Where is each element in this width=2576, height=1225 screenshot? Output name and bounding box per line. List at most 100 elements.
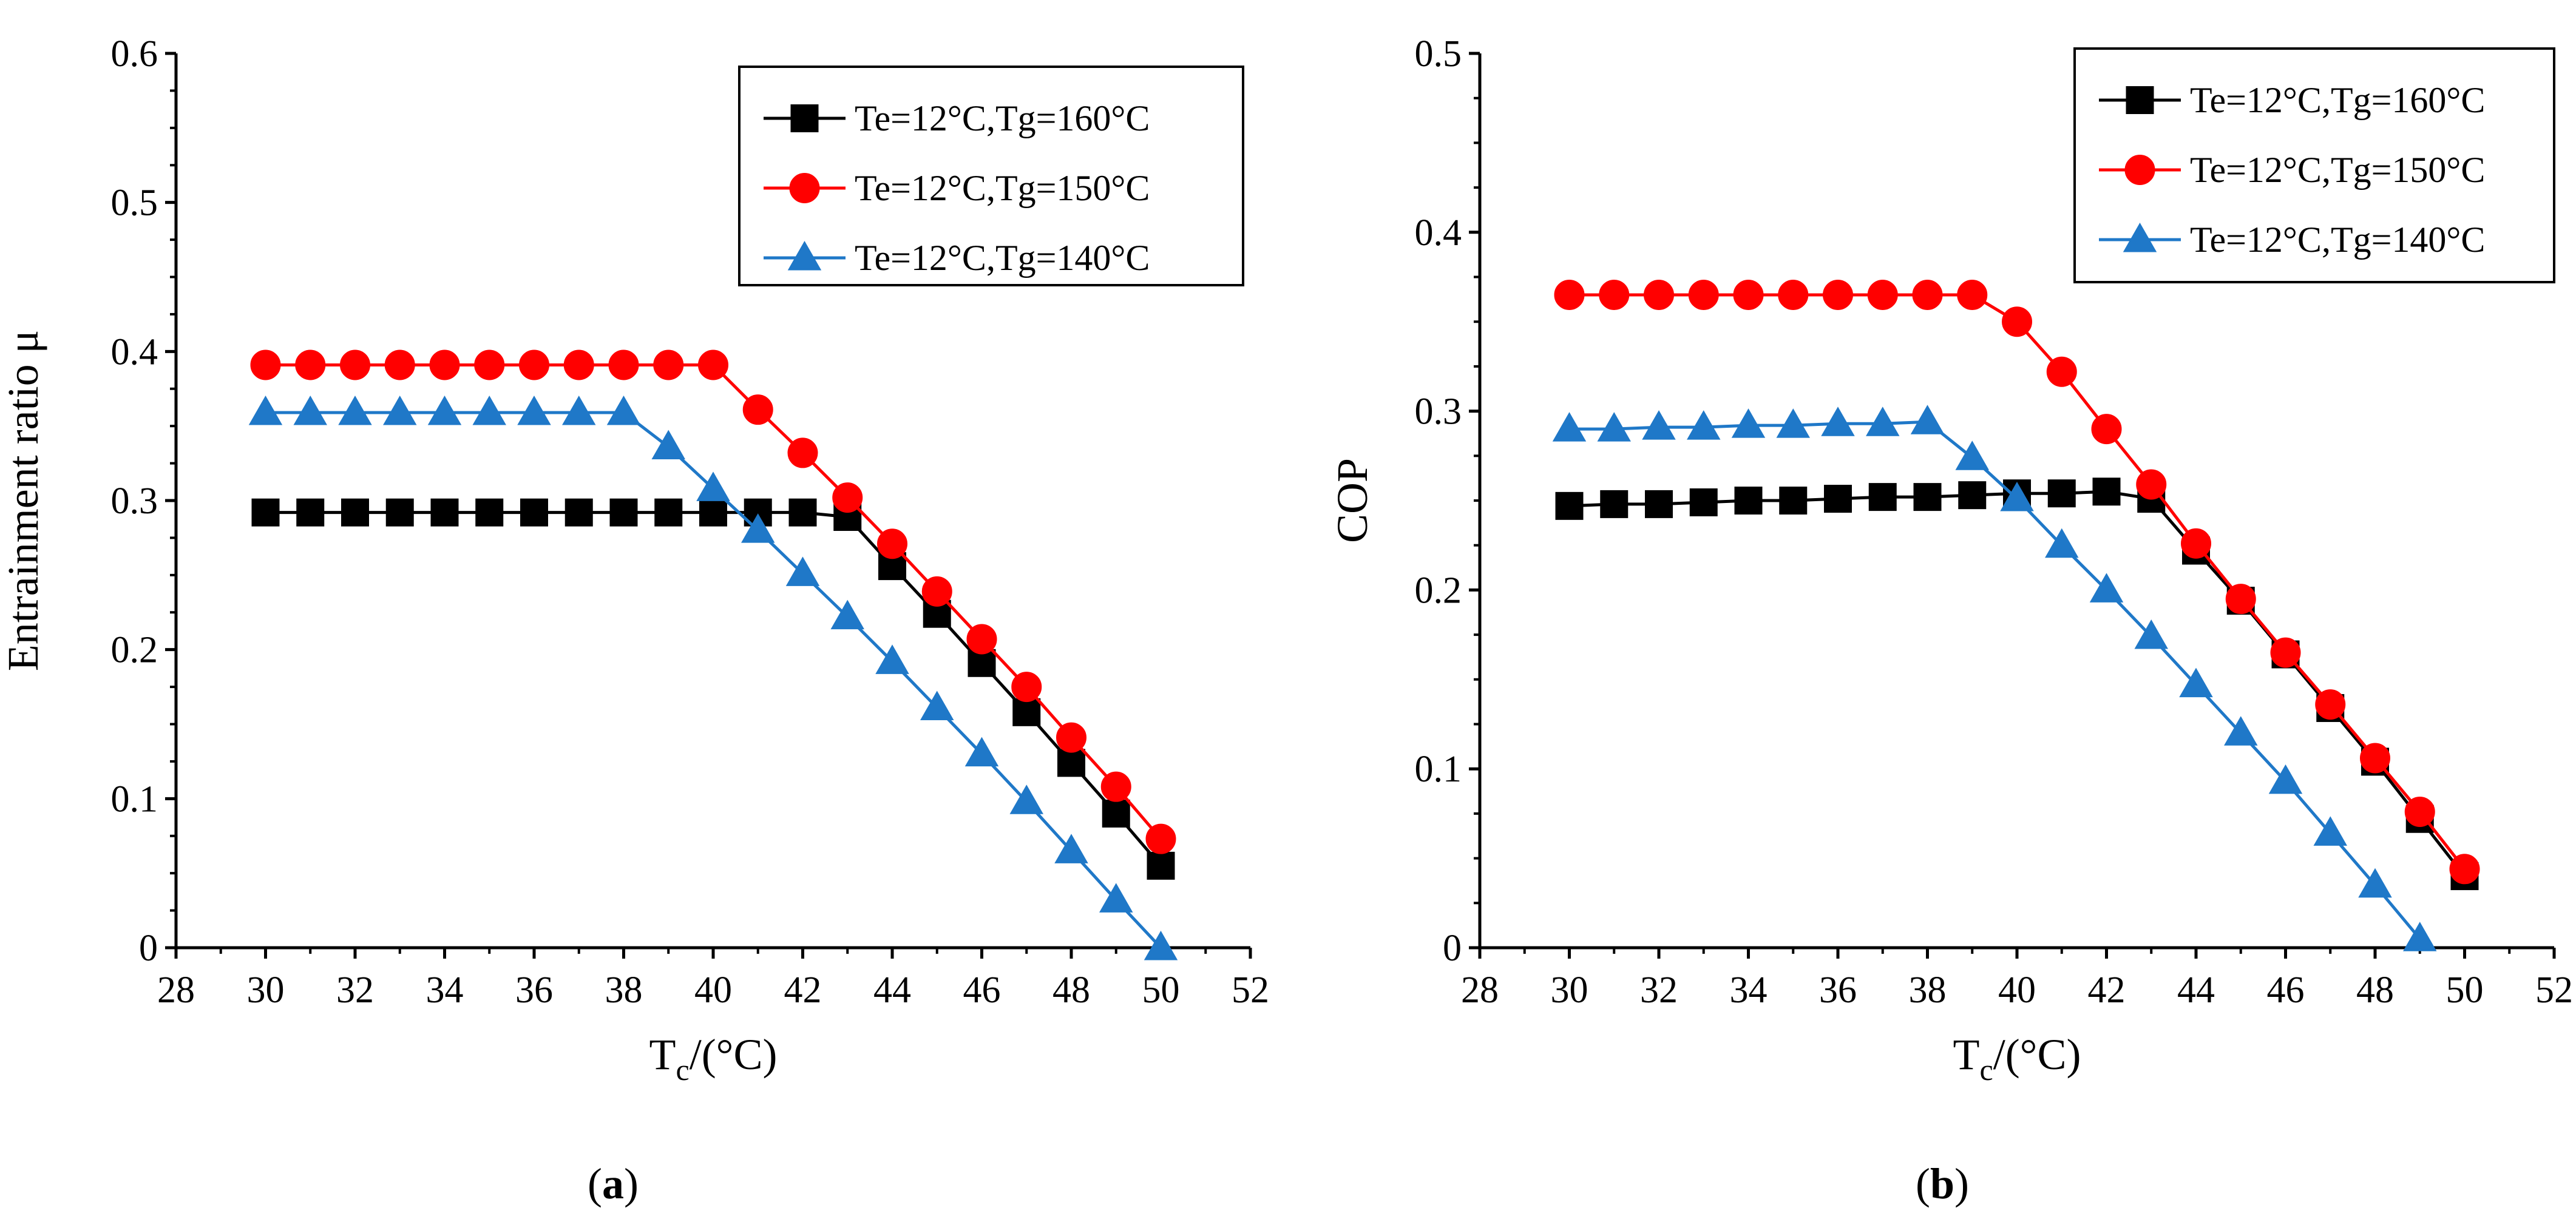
y-tick-label: 0.1	[1415, 749, 1462, 790]
y-axis-label: COP	[1328, 458, 1377, 543]
data-point-square	[296, 498, 325, 527]
x-axis-label-main: T	[1953, 1030, 1980, 1079]
data-point-circle	[1599, 279, 1630, 310]
data-point-square	[2092, 478, 2121, 506]
x-tick-label: 28	[157, 970, 195, 1011]
data-point-square	[1012, 698, 1041, 726]
x-tick-label: 44	[2177, 970, 2215, 1011]
x-tick-label: 36	[1819, 970, 1857, 1011]
data-point-triangle	[1910, 405, 1945, 434]
data-point-square	[699, 498, 727, 527]
data-point-square	[1734, 487, 1763, 515]
data-point-circle	[2091, 414, 2122, 445]
panel-caption: (a)	[588, 1159, 639, 1208]
caption-open-paren: (	[1916, 1159, 1930, 1208]
data-point-triangle	[1687, 410, 1721, 440]
x-tick-label: 34	[1730, 970, 1768, 1011]
caption-letter: a	[602, 1159, 624, 1208]
x-axis-label-subscript: c	[1980, 1053, 1993, 1087]
data-point-triangle	[875, 644, 909, 674]
data-point-square	[430, 498, 459, 527]
x-tick-label: 30	[1551, 970, 1588, 1011]
data-point-circle	[921, 576, 952, 607]
data-point-triangle	[2224, 716, 2258, 746]
data-point-circle	[1688, 279, 1719, 310]
data-point-triangle	[606, 396, 641, 425]
x-axis-label-main: T	[649, 1030, 676, 1079]
data-point-triangle	[293, 396, 327, 425]
data-point-circle	[384, 349, 415, 380]
data-point-square	[2047, 479, 2076, 508]
data-point-circle	[250, 349, 281, 380]
data-point-circle	[877, 528, 907, 559]
legend-label: Te=12°C,Tg=140°C	[2190, 220, 2485, 260]
x-tick-label: 50	[2446, 970, 2484, 1011]
data-point-circle	[295, 349, 326, 380]
x-axis-label-subscript: c	[676, 1053, 690, 1087]
data-point-triangle	[2134, 619, 2168, 649]
data-point-circle	[340, 349, 370, 380]
data-point-circle	[832, 482, 863, 513]
data-point-triangle	[1054, 834, 1088, 863]
y-tick-label: 0.3	[1415, 391, 1462, 433]
y-tick-label: 0	[1443, 928, 1462, 969]
x-tick-label: 42	[784, 970, 822, 1011]
data-point-circle	[608, 349, 639, 380]
data-point-circle	[2136, 469, 2167, 500]
data-point-circle	[1145, 823, 1176, 854]
data-point-circle	[1823, 279, 1853, 310]
data-point-circle	[1912, 279, 1943, 310]
data-point-triangle	[2000, 482, 2034, 511]
data-point-circle	[1554, 279, 1585, 310]
data-point-circle	[474, 349, 505, 380]
legend: Te=12°C,Tg=160°C Te=12°C,Tg=150°C Te=12°C,…	[2073, 47, 2555, 283]
data-point-circle	[429, 349, 460, 380]
series-triangle	[248, 396, 1178, 960]
data-point-triangle	[248, 396, 283, 425]
x-tick-label: 34	[426, 970, 464, 1011]
data-point-circle	[1100, 771, 1131, 802]
data-point-triangle	[830, 599, 864, 630]
data-point-triangle	[1866, 407, 1900, 436]
data-point-triangle	[338, 396, 372, 425]
data-point-square	[1689, 488, 1718, 516]
legend-marker-square	[790, 104, 819, 132]
data-point-square	[251, 498, 280, 527]
data-point-square	[1600, 490, 1629, 518]
x-axis-label-unit: /(°C)	[690, 1030, 778, 1079]
x-tick-label: 42	[2088, 970, 2126, 1011]
data-point-circle	[2360, 743, 2390, 774]
data-point-triangle	[2403, 922, 2437, 951]
data-point-triangle	[1552, 412, 1587, 442]
y-axis-label: Entrainment ratio μ	[0, 330, 47, 671]
data-point-square	[341, 498, 369, 527]
y-tick-label: 0.5	[111, 183, 158, 224]
data-point-circle	[698, 349, 728, 380]
data-point-square	[1147, 851, 1175, 880]
x-tick-label: 46	[2267, 970, 2305, 1011]
caption-close-paren: )	[1954, 1159, 1969, 1208]
data-point-circle	[1957, 279, 1988, 310]
data-point-circle	[2181, 528, 2211, 559]
y-tick-label: 0.1	[111, 778, 158, 820]
data-point-circle	[742, 394, 773, 425]
data-point-triangle	[741, 513, 775, 543]
panel-b-cop-chart: 0 0.1 0.2 0.3 0.4 0.5 28 30 32 34 36 38 40 42 44 46 48 50…	[1328, 33, 2573, 1208]
data-point-triangle	[1821, 407, 1855, 436]
data-point-circle	[2046, 356, 2077, 387]
data-point-square	[520, 498, 548, 527]
data-point-triangle	[2089, 573, 2124, 602]
data-point-circle	[653, 349, 684, 380]
legend-marker-triangle	[787, 240, 822, 271]
data-point-triangle	[1009, 785, 1043, 814]
data-point-triangle	[964, 737, 999, 767]
data-point-triangle	[517, 396, 551, 425]
x-tick-label: 48	[1052, 970, 1090, 1011]
data-point-triangle	[562, 396, 596, 425]
data-point-triangle	[2045, 528, 2079, 558]
x-tick-label: 28	[1461, 970, 1499, 1011]
legend-marker-circle	[2124, 155, 2155, 185]
data-point-triangle	[1099, 883, 1133, 913]
data-point-square	[788, 498, 817, 527]
